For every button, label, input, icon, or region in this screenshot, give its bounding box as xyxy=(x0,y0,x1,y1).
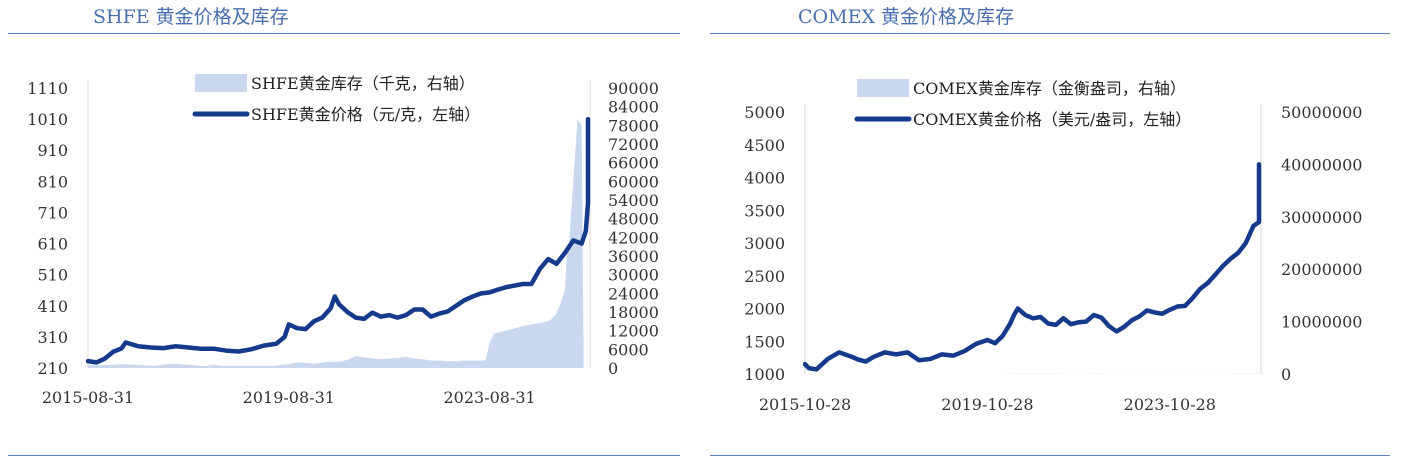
price-line xyxy=(85,116,591,365)
y-left-tick-label: 3000 xyxy=(744,234,785,253)
y-left-tick-label: 1500 xyxy=(744,332,785,351)
x-tick-label: 2015-10-28 xyxy=(759,395,851,414)
y-left-tick-label: 510 xyxy=(37,266,68,285)
title-rule xyxy=(8,33,680,34)
y-right-tick-label: 66000 xyxy=(608,154,659,173)
inventory-area xyxy=(88,119,584,368)
y-left-tick-label: 1000 xyxy=(744,365,785,384)
legend-swatch-inventory xyxy=(857,79,909,97)
legend-label-inventory: SHFE黄金库存（千克，右轴） xyxy=(251,74,475,93)
y-left-tick-label: 810 xyxy=(37,172,68,191)
comex-chart: 1000 1500 2000 2500 3000 3500 4000 4500 5000 0 100… xyxy=(744,79,1362,414)
shfe-chart-panel: SHFE 黄金价格及库存 210 310 410 510 610 710 810 910 101… xyxy=(0,0,690,466)
comex-chart-panel: COMEX 黄金价格及库存 1000 1500 2000 2500 3000 3500 40… xyxy=(705,0,1410,466)
y-right-tick-label: 78000 xyxy=(608,116,659,135)
y-right-tick-label: 12000 xyxy=(608,322,659,341)
legend-label-price: SHFE黄金价格（元/克，左轴） xyxy=(251,105,480,124)
y-left-tick-label: 4000 xyxy=(744,169,785,188)
y-right-tick-label: 48000 xyxy=(608,210,659,229)
y-right-tick-label: 60000 xyxy=(608,172,659,191)
legend-swatch-inventory xyxy=(195,74,247,92)
y-right-tick-label: 36000 xyxy=(608,247,659,266)
y-right-tick-label: 90000 xyxy=(608,79,659,98)
x-tick-label: 2019-08-31 xyxy=(243,388,335,407)
y-left-tick-label: 2000 xyxy=(744,300,785,319)
y-right-tick-label: 18000 xyxy=(608,303,659,322)
y-right-tick-label: 40000000 xyxy=(1281,155,1362,174)
bottom-rule xyxy=(8,455,680,456)
y-right-tick-label: 10000000 xyxy=(1281,313,1362,332)
price-line xyxy=(802,162,1262,372)
y-left-tick-label: 410 xyxy=(37,297,68,316)
y-left-tick-label: 1010 xyxy=(27,110,68,129)
x-tick-label: 2019-10-28 xyxy=(941,395,1033,414)
y-left-tick-label: 710 xyxy=(37,203,68,222)
y-left-tick-label: 1110 xyxy=(27,79,68,98)
x-tick-label: 2015-08-31 xyxy=(42,388,134,407)
y-right-tick-label: 20000000 xyxy=(1281,260,1362,279)
legend: SHFE黄金库存（千克，右轴） SHFE黄金价格（元/克，左轴） xyxy=(192,74,480,124)
y-left-tick-label: 3500 xyxy=(744,201,785,220)
y-left-tick-label: 5000 xyxy=(744,103,785,122)
panel-title: COMEX 黄金价格及库存 xyxy=(798,6,1015,28)
legend-label-price: COMEX黄金价格（美元/盎司，左轴） xyxy=(913,110,1191,129)
y-right-tick-label: 50000000 xyxy=(1281,103,1362,122)
legend-label-inventory: COMEX黄金库存（金衡盎司，右轴） xyxy=(913,79,1186,98)
y-left-tick-label: 210 xyxy=(37,359,68,378)
y-right-tick-label: 30000000 xyxy=(1281,208,1362,227)
y-right-tick-label: 6000 xyxy=(608,340,649,359)
y-right-tick-label: 0 xyxy=(608,359,618,378)
y-left-tick-label: 4500 xyxy=(744,136,785,155)
y-right-tick-label: 72000 xyxy=(608,135,659,154)
y-right-tick-label: 42000 xyxy=(608,228,659,247)
y-right-tick-label: 54000 xyxy=(608,191,659,210)
y-right-tick-label: 84000 xyxy=(608,98,659,117)
y-right-tick-label: 0 xyxy=(1281,365,1291,384)
x-tick-label: 2023-08-31 xyxy=(443,388,535,407)
y-left-tick-label: 610 xyxy=(37,235,68,254)
shfe-chart: 210 310 410 510 610 710 810 910 1010 1110 06000120… xyxy=(27,74,659,407)
y-left-tick-label: 310 xyxy=(37,328,68,347)
y-right-tick-label: 30000 xyxy=(608,266,659,285)
y-left-tick-label: 2500 xyxy=(744,267,785,286)
panel-title: SHFE 黄金价格及库存 xyxy=(93,6,289,28)
y-left-tick-label: 910 xyxy=(37,141,68,160)
x-tick-label: 2023-10-28 xyxy=(1124,395,1216,414)
y-right-tick-label: 24000 xyxy=(608,284,659,303)
title-rule xyxy=(710,33,1390,34)
bottom-rule xyxy=(710,455,1390,456)
legend: COMEX黄金库存（金衡盎司，右轴） COMEX黄金价格（美元/盎司，左轴） xyxy=(854,79,1191,129)
